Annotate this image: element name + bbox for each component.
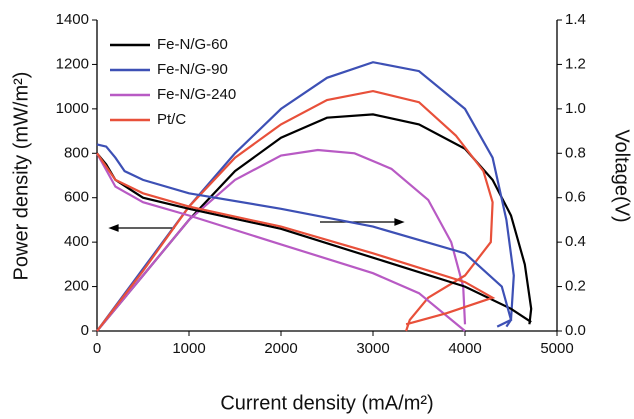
y2-tick-label: 1.2	[565, 55, 586, 72]
x-tick-label: 1000	[172, 340, 205, 357]
legend-label: Pt/C	[157, 111, 186, 128]
y-tick-label: 400	[64, 233, 89, 250]
x-tick-label: 0	[93, 340, 101, 357]
y2-axis-label: Voltage(V)	[611, 129, 633, 222]
data-line	[96, 113, 533, 332]
data-line	[96, 89, 494, 332]
x-tick-label: 5000	[540, 340, 573, 357]
y-tick-label: 800	[64, 144, 89, 161]
y2-tick-label: 0.6	[565, 189, 586, 206]
annotation-arrows	[108, 218, 405, 232]
arrow-head	[108, 224, 119, 232]
legend-label: Fe-N/G-240	[157, 86, 236, 103]
y-tick-label: 1400	[56, 11, 89, 28]
data-line	[96, 152, 466, 332]
y2-tick-label: 0.0	[565, 322, 586, 339]
data-line	[96, 152, 532, 324]
y-tick-label: 1200	[56, 55, 89, 72]
y2-tick-label: 0.8	[565, 144, 586, 161]
y2-tick-label: 0.2	[565, 278, 586, 295]
x-tick-label: 2000	[264, 340, 297, 357]
y-tick-label: 1000	[56, 100, 89, 117]
data-line	[96, 152, 496, 326]
y-axis-label: Power density (mW/m²)	[10, 72, 32, 281]
y-tick-label: 0	[81, 322, 89, 339]
y2-tick-label: 0.4	[565, 233, 586, 250]
x-tick-label: 4000	[448, 340, 481, 357]
data-line	[96, 143, 513, 328]
x-tick-label: 3000	[356, 340, 389, 357]
arrow-head	[394, 218, 405, 226]
y-tick-label: 600	[64, 189, 89, 206]
y2-tick-label: 1.0	[565, 100, 586, 117]
legend-label: Fe-N/G-60	[157, 36, 228, 53]
legend-label: Fe-N/G-90	[157, 61, 228, 78]
y-tick-label: 200	[64, 278, 89, 295]
y2-tick-label: 1.4	[565, 11, 586, 28]
x-axis-label: Current density (mA/m²)	[220, 392, 433, 414]
data-line	[96, 148, 467, 332]
